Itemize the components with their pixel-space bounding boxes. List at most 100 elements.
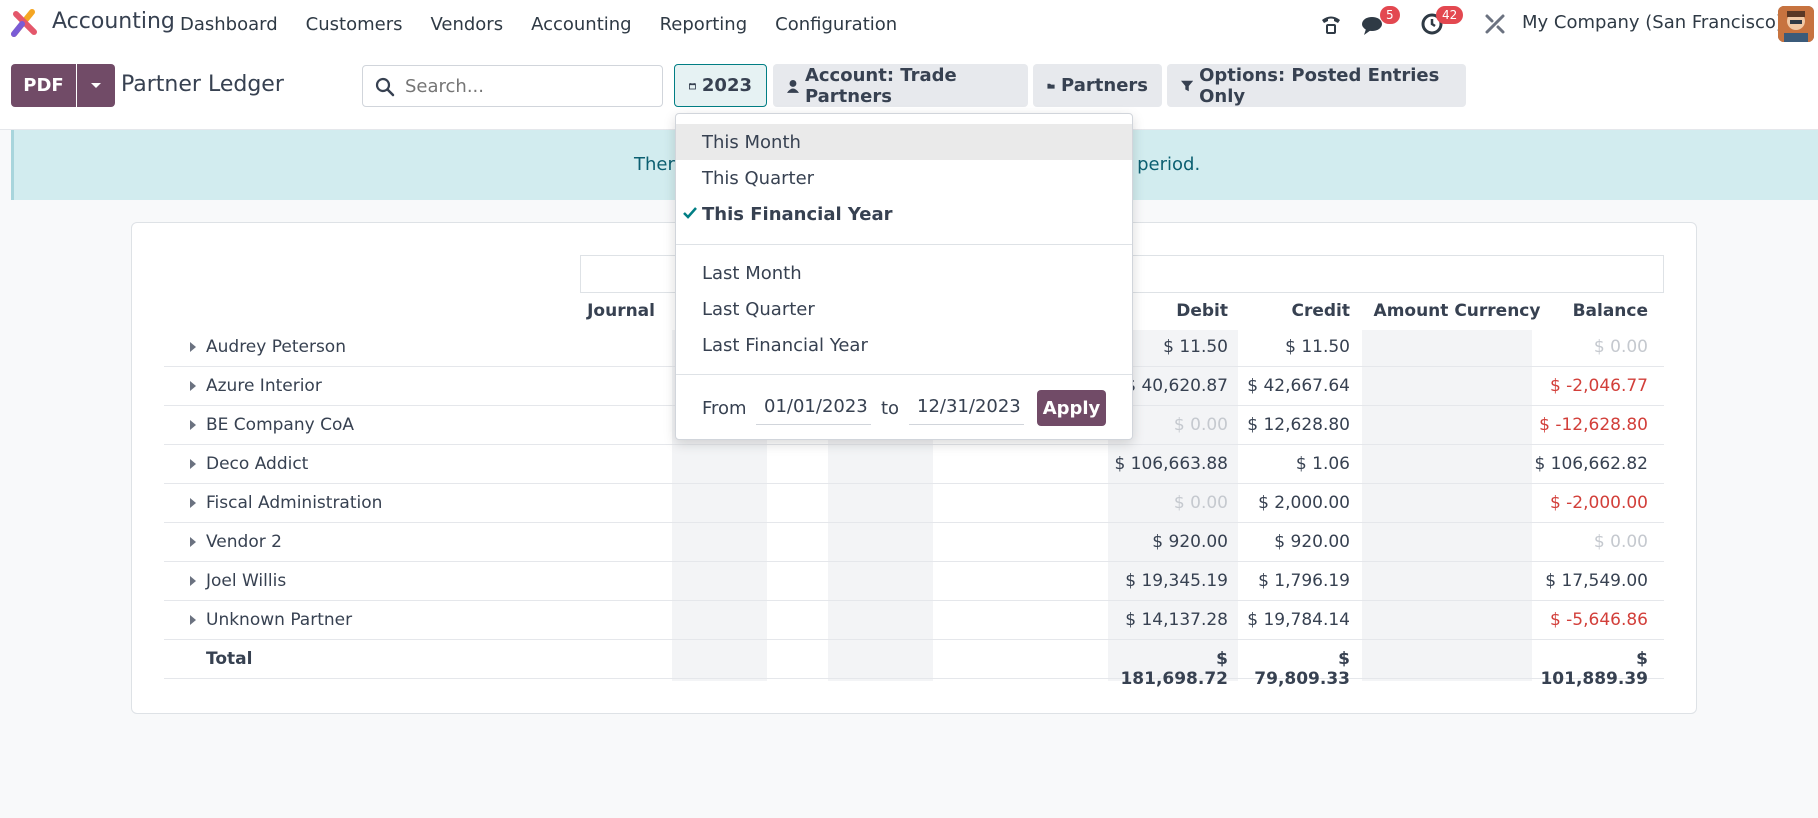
debit-cell: $ 14,137.28 bbox=[1125, 610, 1228, 630]
expand-caret-icon[interactable] bbox=[190, 498, 196, 508]
date-from-input[interactable] bbox=[756, 389, 871, 425]
balance-cell: $ 17,549.00 bbox=[1545, 571, 1648, 591]
partner-name[interactable]: Azure Interior bbox=[206, 376, 322, 396]
balance-cell: $ 0.00 bbox=[1593, 337, 1648, 357]
partner-name[interactable]: Fiscal Administration bbox=[206, 493, 383, 513]
debit-cell: $ 11.50 bbox=[1163, 337, 1228, 357]
apply-button[interactable]: Apply bbox=[1037, 390, 1106, 426]
credit-cell: $ 2,000.00 bbox=[1258, 493, 1350, 513]
dropdown-divider bbox=[676, 244, 1132, 245]
debit-cell: $ 0.00 bbox=[1173, 493, 1228, 513]
expand-caret-icon[interactable] bbox=[190, 459, 196, 469]
total-row: Total $ 181,698.72 $ 79,809.33 $ 101,889… bbox=[164, 640, 1664, 689]
total-credit: $ 79,809.33 bbox=[1254, 649, 1350, 689]
table-row[interactable]: Unknown Partner $ 14,137.28 $ 19,784.14 … bbox=[164, 601, 1664, 640]
search-icon bbox=[375, 77, 395, 97]
chat-icon[interactable] bbox=[1360, 10, 1388, 38]
user-avatar[interactable] bbox=[1778, 6, 1814, 42]
option-last-month[interactable]: Last Month bbox=[702, 262, 802, 284]
partner-name[interactable]: Unknown Partner bbox=[206, 610, 353, 630]
debit-cell: $ 0.00 bbox=[1173, 415, 1228, 435]
check-icon bbox=[683, 207, 697, 219]
option-last-financial-year[interactable]: Last Financial Year bbox=[702, 334, 868, 356]
to-label: to bbox=[881, 398, 900, 419]
menu-configuration[interactable]: Configuration bbox=[775, 13, 898, 35]
col-header-credit: Credit bbox=[1291, 301, 1350, 321]
menu-customers[interactable]: Customers bbox=[305, 13, 403, 35]
total-debit: $ 181,698.72 bbox=[1120, 649, 1228, 689]
banner-text-right: s period. bbox=[1122, 154, 1201, 175]
col-header-amount-currency: Amount Currency bbox=[1373, 301, 1541, 321]
app-name[interactable]: Accounting bbox=[52, 9, 175, 34]
option-this-quarter[interactable]: This Quarter bbox=[702, 167, 815, 189]
calendar-icon bbox=[689, 82, 696, 89]
debit-cell: $ 40,620.87 bbox=[1125, 376, 1228, 396]
filter-icon bbox=[1181, 80, 1194, 91]
table-row[interactable]: Joel Willis $ 19,345.19 $ 1,796.19 $ 17,… bbox=[164, 562, 1664, 601]
balance-cell: $ -5,646.86 bbox=[1549, 610, 1648, 630]
date-filter-button[interactable]: 2023 bbox=[674, 64, 767, 107]
partner-name[interactable]: Deco Addict bbox=[206, 454, 309, 474]
activities-badge: 42 bbox=[1436, 6, 1464, 24]
search-input[interactable] bbox=[405, 75, 645, 97]
table-row[interactable]: Deco Addict $ 106,663.88 $ 1.06 $ 106,66… bbox=[164, 445, 1664, 484]
menu-dashboard[interactable]: Dashboard bbox=[180, 13, 278, 35]
menu-vendors[interactable]: Vendors bbox=[430, 13, 504, 35]
clock-icon[interactable] bbox=[1418, 10, 1446, 38]
date-filter-dropdown: This Month This Quarter This Financial Y… bbox=[675, 113, 1133, 440]
expand-caret-icon[interactable] bbox=[190, 615, 196, 625]
option-this-financial-year-label: This Financial Year bbox=[702, 203, 893, 225]
credit-cell: $ 12,628.80 bbox=[1247, 415, 1350, 435]
balance-cell: $ -2,046.77 bbox=[1549, 376, 1648, 396]
expand-caret-icon[interactable] bbox=[190, 576, 196, 586]
account-filter-button[interactable]: Account: Trade Partners bbox=[773, 64, 1028, 107]
option-this-month[interactable]: This Month bbox=[676, 124, 1132, 160]
expand-caret-icon[interactable] bbox=[190, 342, 196, 352]
partner-name[interactable]: BE Company CoA bbox=[206, 415, 354, 435]
credit-cell: $ 42,667.64 bbox=[1247, 376, 1350, 396]
expand-caret-icon[interactable] bbox=[190, 381, 196, 391]
debit-cell: $ 19,345.19 bbox=[1125, 571, 1228, 591]
company-switcher[interactable]: My Company (San Francisco) bbox=[1522, 12, 1783, 33]
tools-icon[interactable] bbox=[1481, 10, 1509, 38]
pdf-button[interactable]: PDF bbox=[11, 64, 76, 107]
partner-name[interactable]: Joel Willis bbox=[206, 571, 287, 591]
balance-cell: $ -12,628.80 bbox=[1539, 415, 1648, 435]
expand-caret-icon[interactable] bbox=[190, 420, 196, 430]
app-logo-icon[interactable] bbox=[10, 8, 40, 38]
total-balance: $ 101,889.39 bbox=[1540, 649, 1648, 689]
pdf-dropdown-toggle[interactable] bbox=[77, 64, 115, 107]
partner-name[interactable]: Vendor 2 bbox=[206, 532, 282, 552]
table-row[interactable]: Vendor 2 $ 920.00 $ 920.00 $ 0.00 bbox=[164, 523, 1664, 562]
table-row[interactable]: BE Company CoA $ 0.00 $ 12,628.80 $ -12,… bbox=[164, 406, 1664, 445]
table-row[interactable]: Fiscal Administration $ 0.00 $ 2,000.00 … bbox=[164, 484, 1664, 523]
total-label: Total bbox=[206, 649, 253, 669]
top-navbar: Accounting Dashboard Customers Vendors A… bbox=[0, 0, 1818, 48]
menu-reporting[interactable]: Reporting bbox=[659, 13, 748, 35]
col-header-journal: Journal bbox=[587, 301, 655, 321]
expand-caret-icon[interactable] bbox=[190, 537, 196, 547]
partners-filter-button[interactable]: Partners bbox=[1033, 64, 1162, 107]
balance-cell: $ 106,662.82 bbox=[1534, 454, 1648, 474]
phone-icon[interactable] bbox=[1317, 10, 1345, 38]
credit-cell: $ 920.00 bbox=[1274, 532, 1350, 552]
credit-cell: $ 19,784.14 bbox=[1247, 610, 1350, 630]
partner-name[interactable]: Audrey Peterson bbox=[206, 337, 346, 357]
option-this-financial-year[interactable]: This Financial Year bbox=[676, 196, 1132, 232]
account-filter-label: Account: Trade Partners bbox=[804, 64, 957, 107]
credit-cell: $ 1,796.19 bbox=[1258, 571, 1350, 591]
col-header-debit: Debit bbox=[1176, 301, 1228, 321]
date-to-input[interactable] bbox=[909, 389, 1024, 425]
table-row[interactable]: Azure Interior $ 40,620.87 $ 42,667.64 $… bbox=[164, 367, 1664, 406]
search-box[interactable] bbox=[362, 65, 663, 107]
messages-badge: 5 bbox=[1380, 6, 1400, 24]
user-icon bbox=[787, 79, 799, 93]
partners-filter-label: Partners bbox=[1061, 75, 1148, 96]
debit-cell: $ 106,663.88 bbox=[1114, 454, 1228, 474]
dropdown-divider bbox=[676, 374, 1132, 375]
column-shade bbox=[1362, 330, 1532, 681]
menu-accounting[interactable]: Accounting bbox=[531, 13, 632, 35]
options-filter-button[interactable]: Options: Posted Entries Only bbox=[1167, 64, 1466, 107]
option-last-quarter[interactable]: Last Quarter bbox=[702, 298, 815, 320]
options-filter-label: Options: Posted Entries Only bbox=[1199, 64, 1440, 107]
